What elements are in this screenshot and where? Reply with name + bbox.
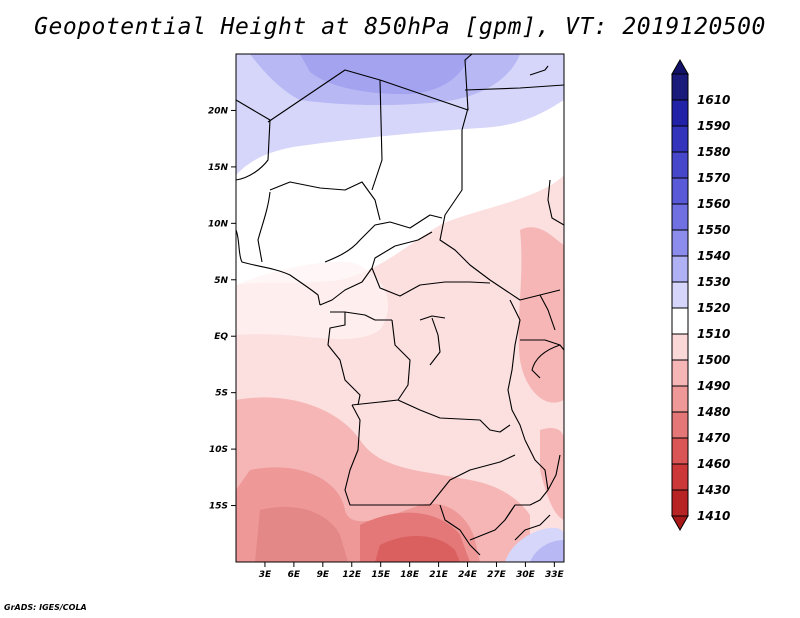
colorbar-swatch (671, 437, 689, 465)
colorbar-label: 1580 (697, 145, 730, 159)
lat-tick-label: EQ (214, 332, 228, 342)
colorbar-swatch (671, 385, 689, 413)
colorbar-swatch (671, 489, 689, 517)
colorbar-bottom-arrow (671, 515, 689, 532)
lon-tick-label: 33E (545, 570, 565, 580)
lon-tick-label: 18E (400, 570, 420, 580)
colorbar-swatch (671, 281, 689, 309)
longitude-axis: 3E 6E 9E 12E 15E 18E 21E 24E 27E 30E 33E (259, 562, 565, 580)
grads-credit: GrADS: IGES/COLA (4, 603, 87, 612)
lon-tick-label: 15E (371, 570, 391, 580)
map-title: Geopotential Height at 850hPa [gpm], VT:… (34, 14, 766, 40)
lon-tick-label: 3E (259, 570, 272, 580)
colorbar-label: 1570 (697, 171, 730, 185)
colorbar-label: 1480 (697, 405, 730, 419)
colorbar-label: 1470 (697, 431, 730, 445)
lon-tick-label: 24E (458, 570, 478, 580)
colorbar-swatch (671, 177, 689, 205)
colorbar-swatch (671, 333, 689, 361)
colorbar-swatch (671, 229, 689, 257)
colorbar-label: 1610 (697, 93, 730, 107)
colorbar-swatch (671, 463, 689, 491)
colorbar-label: 1500 (697, 353, 730, 367)
lat-tick-label: 20N (208, 106, 229, 116)
colorbar-label: 1560 (697, 197, 730, 211)
country-borders (236, 54, 564, 556)
colorbar-swatch (671, 255, 689, 283)
lat-tick-label: 10N (208, 219, 229, 229)
lat-tick-label: 5S (215, 389, 228, 399)
colorbar-swatch (671, 359, 689, 387)
colorbar-label: 1590 (697, 119, 730, 133)
lat-tick-label: 10S (209, 445, 228, 455)
lat-tick-label: 15S (209, 502, 228, 512)
colorbar-label: 1550 (697, 223, 730, 237)
colorbar-label: 1460 (697, 457, 730, 471)
latitude-axis: 20N 15N 10N 5N EQ 5S 10S 15S (208, 106, 236, 512)
colorbar-label: 1520 (697, 301, 730, 315)
lon-tick-label: 30E (516, 570, 536, 580)
colorbar-swatch (671, 411, 689, 439)
colorbar-swatch (671, 99, 689, 127)
colorbar-label: 1410 (697, 509, 730, 523)
lat-tick-label: 5N (214, 276, 228, 286)
colorbar-top-arrow (671, 58, 689, 75)
map-frame (235, 53, 565, 563)
colorbar-swatch (671, 125, 689, 153)
lon-tick-label: 21E (429, 570, 449, 580)
colorbar-swatch (671, 203, 689, 231)
colorbar-label: 1540 (697, 249, 730, 263)
colorbar-label: 1530 (697, 275, 730, 289)
lon-tick-label: 6E (288, 570, 301, 580)
lat-tick-label: 15N (208, 163, 229, 173)
lon-tick-label: 27E (487, 570, 507, 580)
colorbar-swatch (671, 73, 689, 101)
lon-tick-label: 9E (317, 570, 330, 580)
lon-tick-label: 12E (342, 570, 362, 580)
height-field (236, 54, 564, 562)
colorbar-label: 1490 (697, 379, 730, 393)
colorbar-label: 1430 (697, 483, 730, 497)
colorbar: 1610 1590 1580 1570 1560 1550 1540 1530 1520 1510… (671, 58, 730, 532)
colorbar-label: 1510 (697, 327, 730, 341)
colorbar-swatch (671, 151, 689, 179)
colorbar-swatch (671, 307, 689, 335)
